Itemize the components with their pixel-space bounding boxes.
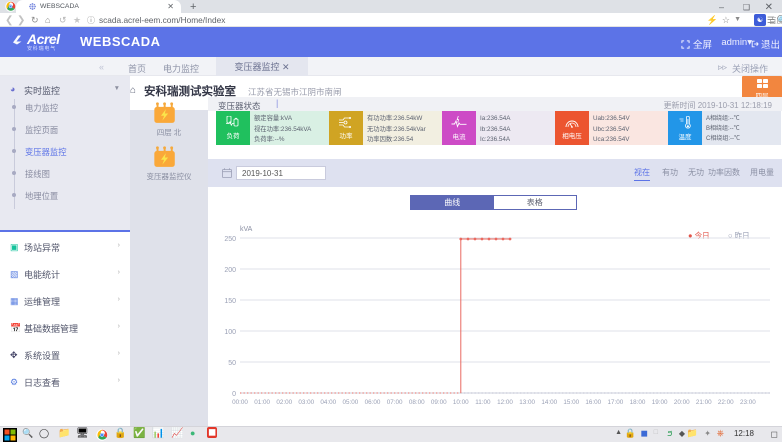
svg-text:100: 100 [224, 329, 236, 336]
svg-text:0: 0 [232, 391, 236, 398]
svg-text:12:00: 12:00 [497, 399, 513, 406]
svg-text:03:00: 03:00 [298, 399, 314, 406]
svg-text:250: 250 [224, 236, 236, 243]
svg-text:07:00: 07:00 [387, 399, 403, 406]
svg-text:05:00: 05:00 [343, 399, 359, 406]
svg-text:200: 200 [224, 267, 236, 274]
svg-text:04:00: 04:00 [320, 399, 336, 406]
svg-text:13:00: 13:00 [519, 399, 535, 406]
svg-text:20:00: 20:00 [674, 399, 690, 406]
svg-text:00:00: 00:00 [232, 399, 248, 406]
svg-text:16:00: 16:00 [585, 399, 601, 406]
svg-text:150: 150 [224, 298, 236, 305]
svg-text:01:00: 01:00 [254, 399, 270, 406]
svg-text:18:00: 18:00 [630, 399, 646, 406]
svg-text:08:00: 08:00 [409, 399, 425, 406]
svg-text:14:00: 14:00 [541, 399, 557, 406]
svg-text:15:00: 15:00 [563, 399, 579, 406]
svg-text:17:00: 17:00 [608, 399, 624, 406]
svg-text:09:00: 09:00 [431, 399, 447, 406]
svg-text:50: 50 [228, 360, 236, 367]
svg-text:19:00: 19:00 [652, 399, 668, 406]
svg-text:21:00: 21:00 [696, 399, 712, 406]
svg-text:10:00: 10:00 [453, 399, 469, 406]
svg-text:22:00: 22:00 [718, 399, 734, 406]
svg-text:11:00: 11:00 [475, 399, 491, 406]
svg-text:06:00: 06:00 [365, 399, 381, 406]
svg-text:02:00: 02:00 [276, 399, 292, 406]
svg-text:23:00: 23:00 [740, 399, 756, 406]
